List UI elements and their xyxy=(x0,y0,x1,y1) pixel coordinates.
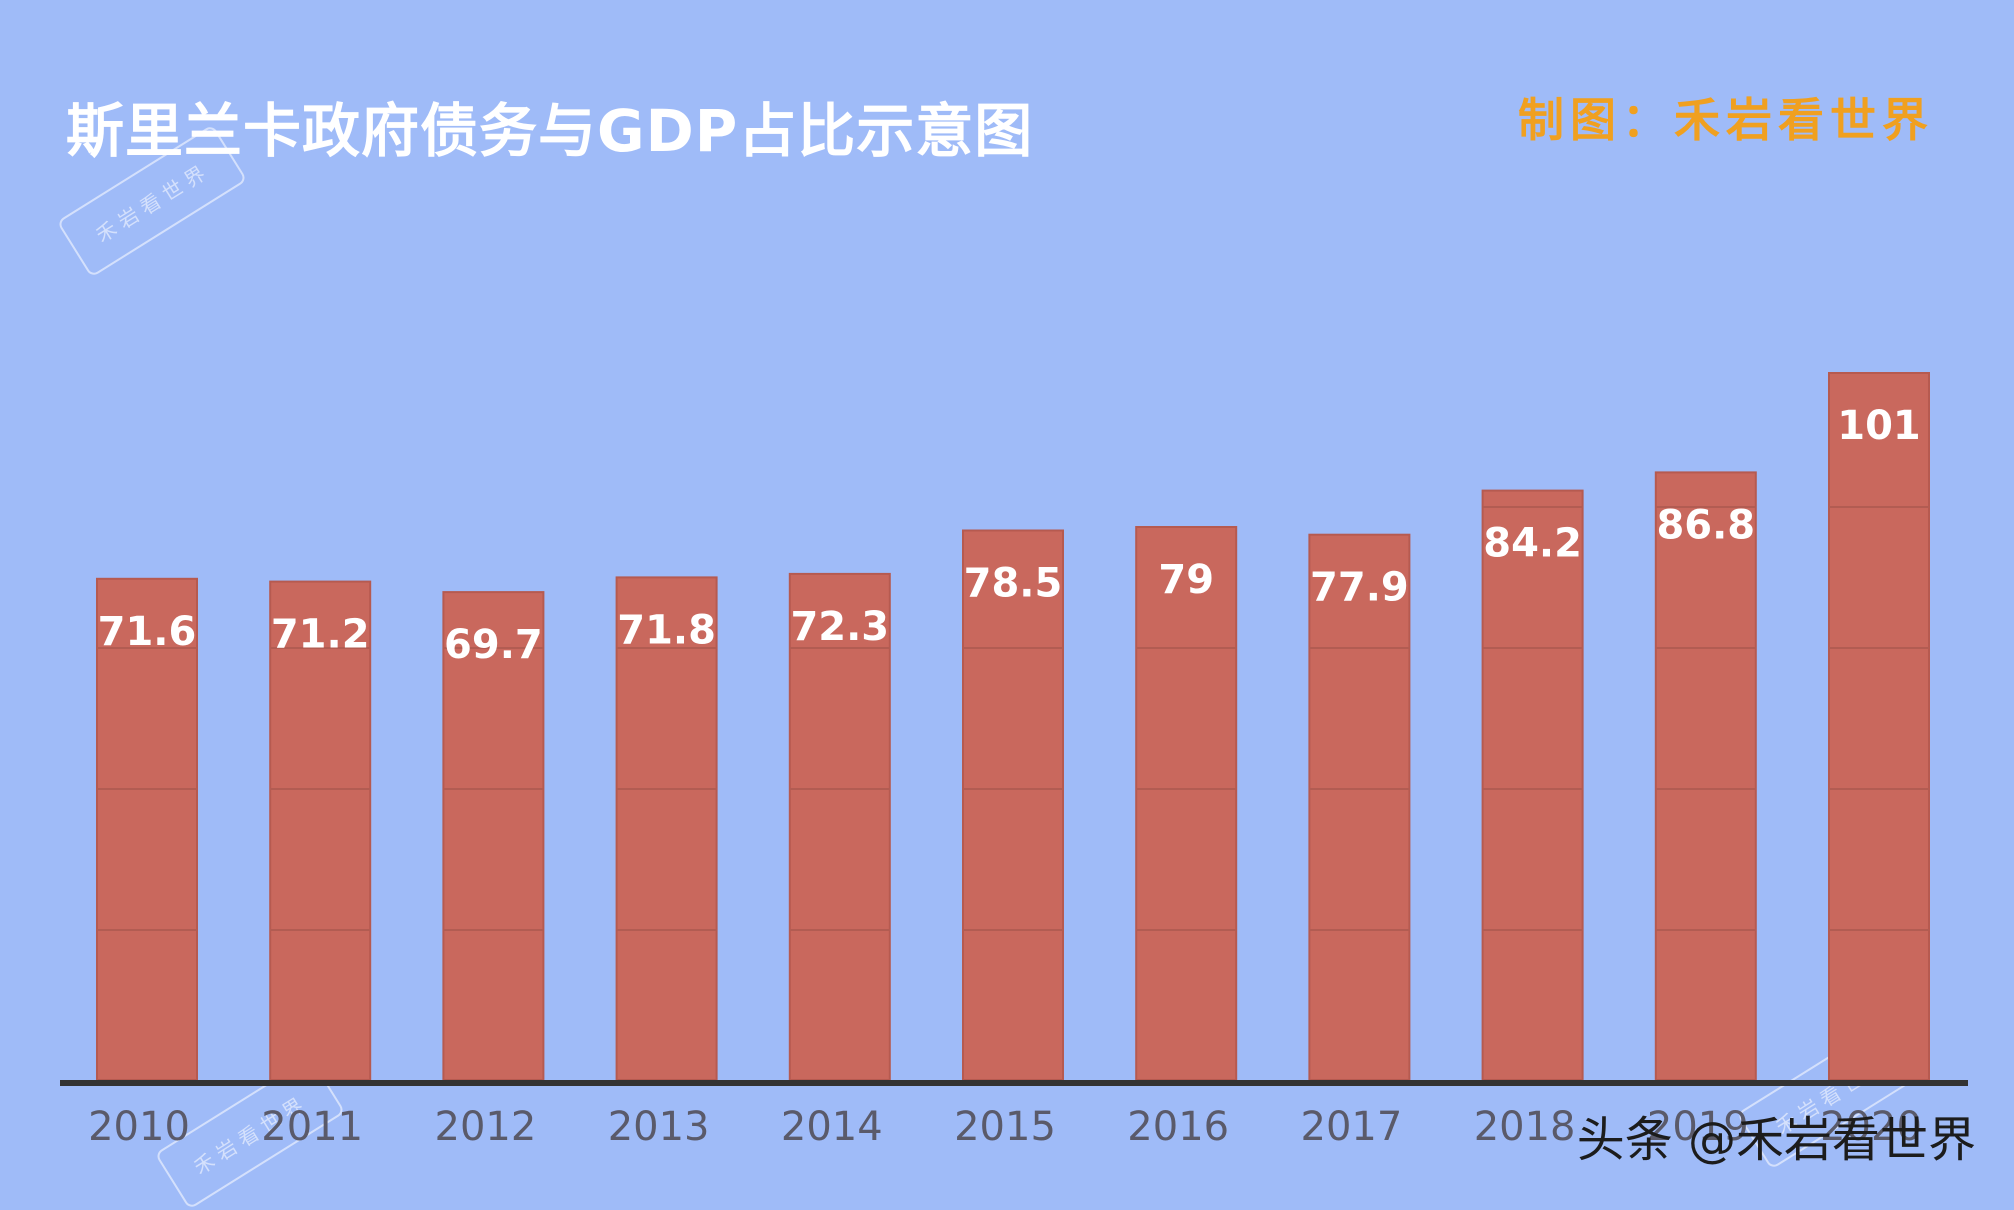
bar-value-label: 78.5 xyxy=(964,561,1063,607)
bar-2018 xyxy=(1481,489,1584,1082)
x-tick-label: 2011 xyxy=(261,1104,363,1150)
x-tick-label: 2010 xyxy=(88,1104,190,1150)
bar-2013 xyxy=(615,576,718,1082)
bar-value-label: 72.3 xyxy=(790,604,889,650)
bar-2016 xyxy=(1135,526,1238,1081)
x-tick-label: 2019 xyxy=(1647,1104,1749,1150)
bar-2012 xyxy=(442,591,545,1081)
x-tick-label: 2020 xyxy=(1820,1104,1922,1150)
watermark-bottom-text: 头条 @禾岩看世界 xyxy=(1576,1112,1976,1168)
chart-title: 斯里兰卡政府债务与GDP占比示意图 xyxy=(66,97,1034,165)
x-tick-label: 2017 xyxy=(1301,1104,1403,1150)
bar-2019 xyxy=(1654,471,1757,1081)
x-tick-label: 2015 xyxy=(954,1104,1056,1150)
bar-value-label: 71.6 xyxy=(98,609,197,655)
bar-2017 xyxy=(1308,533,1411,1081)
x-tick-label: 2012 xyxy=(435,1104,537,1150)
chart-credit: 制图：禾岩看世界 xyxy=(1518,93,1934,147)
bar-value-label: 71.2 xyxy=(271,612,370,658)
bar-value-label: 86.8 xyxy=(1656,502,1755,548)
x-tick-label: 2014 xyxy=(781,1104,883,1150)
bar-value-label: 77.9 xyxy=(1310,565,1409,611)
bar-value-label: 101 xyxy=(1837,403,1921,449)
bar-2015 xyxy=(962,529,1064,1081)
bar-2014 xyxy=(788,572,891,1082)
bar-value-label: 71.8 xyxy=(617,607,716,653)
bar-value-label: 79 xyxy=(1158,557,1214,603)
x-tick-label: 2016 xyxy=(1127,1104,1229,1150)
x-tick-label: 2018 xyxy=(1474,1104,1576,1150)
bar-2020 xyxy=(1828,372,1930,1081)
bar-value-label: 69.7 xyxy=(444,622,543,668)
x-tick-label: 2013 xyxy=(608,1104,710,1150)
bar-value-label: 84.2 xyxy=(1483,521,1582,567)
